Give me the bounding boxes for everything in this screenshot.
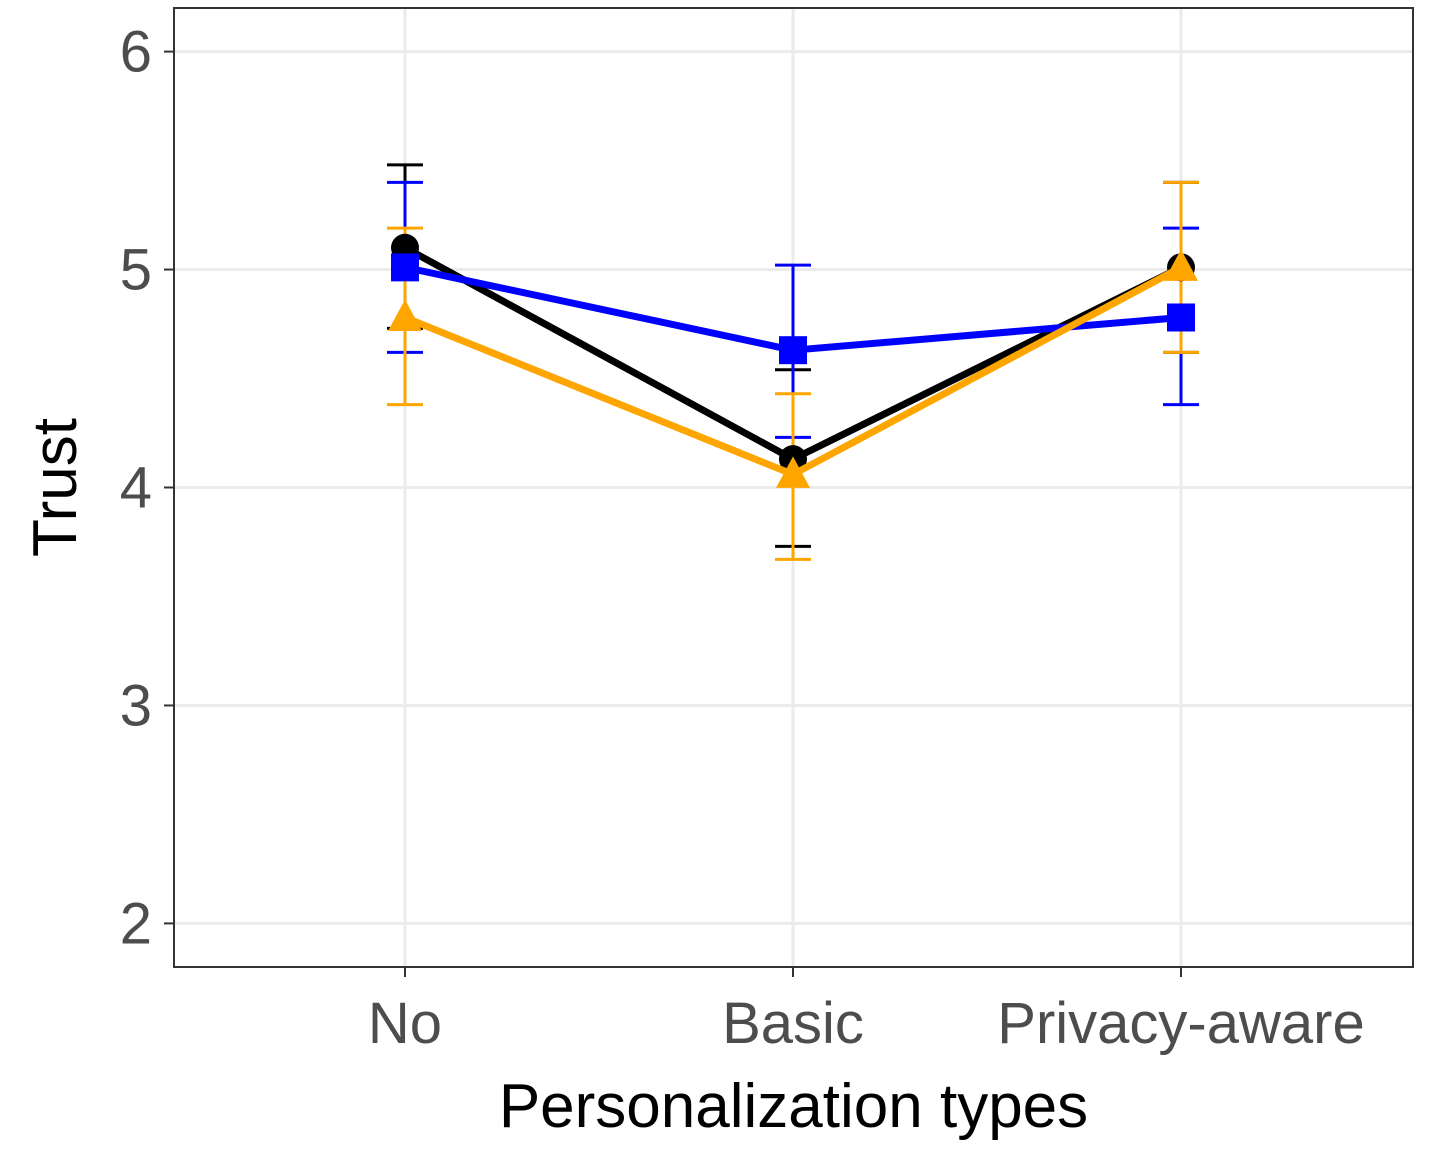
data-point-orange-triangle [388,299,422,331]
x-tick-label: Privacy-aware [997,991,1364,1056]
axis-layer: 2 3 4 5 6 No Basic Privacy-aware [120,20,1365,1056]
x-tick-label: Basic [722,991,864,1056]
y-tick-label: 3 [120,673,152,738]
data-point-blue-square [391,253,419,282]
y-axis-title: Trust [21,418,90,557]
x-axis-title: Personalization types [499,1072,1088,1141]
data-point-blue-square [1167,303,1195,332]
data-point-orange-triangle [776,456,810,488]
x-tick-label: No [368,991,442,1056]
y-tick-label: 4 [120,456,152,521]
series-layer [387,163,1199,561]
y-tick-label: 5 [120,238,152,303]
data-point-blue-square [779,336,807,365]
y-tick-label: 6 [120,20,152,85]
data-point-orange-triangle [1164,249,1198,281]
y-tick-label: 2 [120,891,152,956]
